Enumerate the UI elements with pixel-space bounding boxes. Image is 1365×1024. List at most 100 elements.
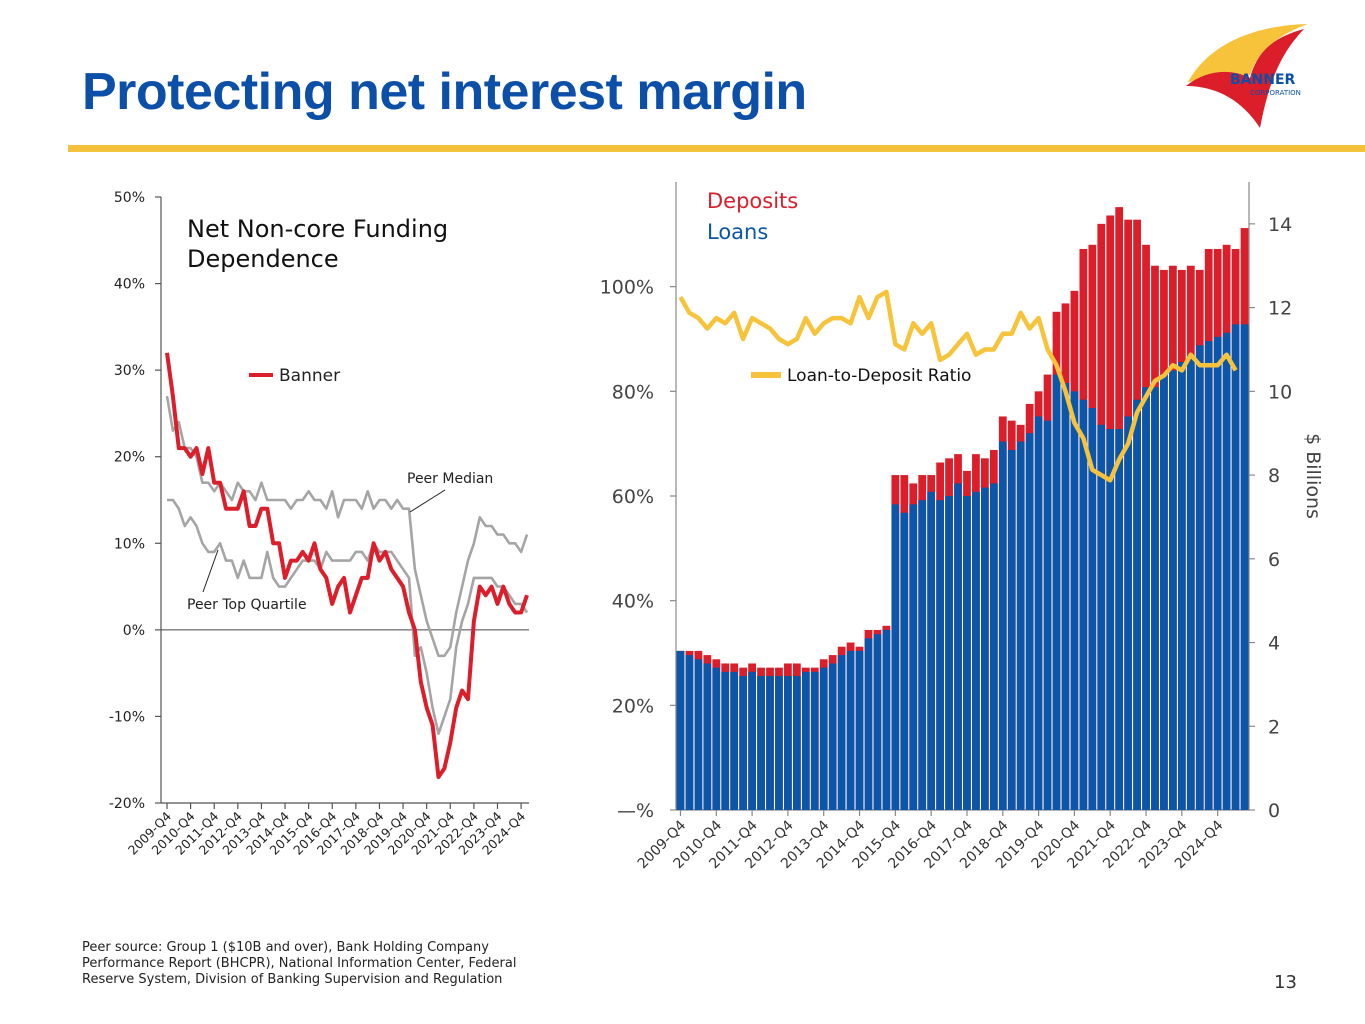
loans-bar <box>775 676 783 810</box>
series-line-banner <box>165 352 529 779</box>
loans-bar <box>676 650 685 810</box>
loans-bar <box>1133 399 1141 810</box>
loans-bar <box>873 634 882 810</box>
loans-bar <box>703 663 712 810</box>
logo-wordmark: BANNER <box>1230 72 1296 88</box>
loans-bar <box>998 441 1007 810</box>
loans-bar <box>748 671 756 810</box>
loans-bar <box>864 638 873 810</box>
leader-peer-top-quartile <box>202 549 219 593</box>
title-divider <box>68 145 1365 152</box>
loans-bar <box>936 500 944 810</box>
loans-bar <box>1007 449 1016 810</box>
loans-bar <box>828 663 837 810</box>
logo-subtitle: CORPORATION <box>1250 89 1301 97</box>
loans-bar <box>766 676 774 810</box>
loans-bar <box>1151 387 1159 810</box>
loans-bar <box>891 504 900 810</box>
legend-label-banner: Banner <box>279 366 340 386</box>
loans-bar <box>1142 387 1150 810</box>
leader-peer-median <box>409 489 446 513</box>
loan-to-deposit-ratio-line <box>678 289 1238 483</box>
left-y-tick-label: -10% <box>109 709 145 725</box>
loans-bar <box>981 487 989 810</box>
loans-bar <box>1052 374 1061 810</box>
loans-bar <box>1016 441 1025 810</box>
loans-bar <box>1088 408 1097 810</box>
loans-bar <box>1061 382 1070 810</box>
loans-bar <box>1115 429 1124 810</box>
loans-bar <box>882 629 891 810</box>
legend-label-ldr: Loan-to-Deposit Ratio <box>787 366 971 386</box>
right-right-tick-label: 14 <box>1268 214 1292 236</box>
loans-bar <box>1124 416 1133 810</box>
net-noncore-funding-chart: 50%40%30%20%10%0%-10%-20%2009-Q42010-Q42… <box>109 190 529 858</box>
loans-bar <box>1025 433 1034 810</box>
right-left-tick-label: 100% <box>600 277 654 299</box>
loans-bar <box>1240 324 1249 810</box>
loans-bar <box>972 491 980 810</box>
loans-bar <box>1079 399 1088 810</box>
page-number: 13 <box>1274 972 1297 993</box>
right-right-tick-label: 8 <box>1268 465 1280 487</box>
loans-bar <box>1043 420 1052 810</box>
loans-bar <box>945 496 953 810</box>
loans-bar <box>810 671 819 810</box>
left-y-tick-label: 0% <box>123 623 145 639</box>
loans-bar <box>1204 341 1213 810</box>
loans-bar <box>1160 374 1168 810</box>
right-right-tick-label: 4 <box>1268 633 1280 655</box>
series-line-peer-median <box>165 395 529 658</box>
loans-bar <box>855 650 864 810</box>
loans-bar <box>685 655 694 810</box>
series-line-peer-top-quartile <box>167 498 529 736</box>
right-right-tick-label: 0 <box>1268 800 1280 822</box>
loans-bar <box>721 671 730 810</box>
loans-bar <box>927 491 936 810</box>
label-peer-top-quartile: Peer Top Quartile <box>187 597 307 613</box>
loans-bar <box>1222 332 1231 810</box>
left-chart-title-line2: Dependence <box>187 245 339 273</box>
loans-bar <box>1097 424 1106 810</box>
loans-bar <box>1106 429 1115 810</box>
left-y-tick-label: 30% <box>114 363 145 379</box>
page-title: Protecting net interest margin <box>82 63 807 121</box>
right-left-tick-label: 60% <box>612 486 654 508</box>
loans-bar <box>963 496 971 810</box>
legend-loans: Loans <box>707 220 768 244</box>
loans-bar <box>1186 357 1195 810</box>
right-left-tick-label: 40% <box>612 591 654 613</box>
loans-bar <box>819 667 828 810</box>
loans-bar <box>784 676 792 810</box>
right-left-tick-label: 80% <box>612 381 654 403</box>
loans-bar <box>739 676 748 810</box>
source-footnote: Peer source: Group 1 ($10B and over), Ba… <box>82 940 517 987</box>
left-y-tick-label: -20% <box>109 796 145 812</box>
loans-bar <box>846 650 855 810</box>
loans-bar <box>1034 416 1043 810</box>
right-right-tick-label: 6 <box>1268 549 1280 571</box>
logo-sail-red-icon <box>1186 29 1304 128</box>
legend-deposits: Deposits <box>707 189 798 213</box>
loans-bar <box>694 659 703 810</box>
right-right-tick-label: 10 <box>1268 381 1292 403</box>
right-left-tick-label: 20% <box>612 695 654 717</box>
loans-bar <box>1231 324 1240 810</box>
loans-bar <box>989 483 998 810</box>
left-y-tick-label: 20% <box>114 450 145 466</box>
banner-logo: BANNER CORPORATION <box>1180 20 1310 135</box>
left-y-tick-label: 10% <box>114 536 145 552</box>
loans-bar <box>909 504 918 810</box>
right-right-tick-label: 2 <box>1268 716 1280 738</box>
loans-bar <box>918 500 927 810</box>
loans-bar <box>1177 362 1186 810</box>
right-right-tick-label: 12 <box>1268 298 1292 320</box>
loans-bar <box>757 676 765 810</box>
loans-bar <box>1213 336 1222 810</box>
loans-bar <box>900 512 909 810</box>
left-chart-title-line1: Net Non-core Funding <box>187 215 448 243</box>
loans-bar <box>1070 391 1079 810</box>
loans-bar <box>792 676 801 810</box>
left-y-tick-label: 40% <box>114 277 145 293</box>
